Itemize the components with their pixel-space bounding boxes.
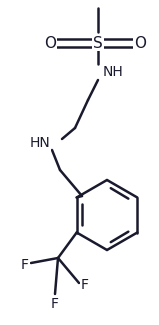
Text: F: F [81, 278, 89, 292]
Text: O: O [134, 35, 146, 50]
Text: F: F [21, 258, 29, 272]
Text: NH: NH [103, 65, 124, 79]
Text: S: S [93, 35, 103, 50]
Text: O: O [44, 35, 56, 50]
Text: F: F [51, 297, 59, 311]
Text: HN: HN [29, 136, 50, 150]
